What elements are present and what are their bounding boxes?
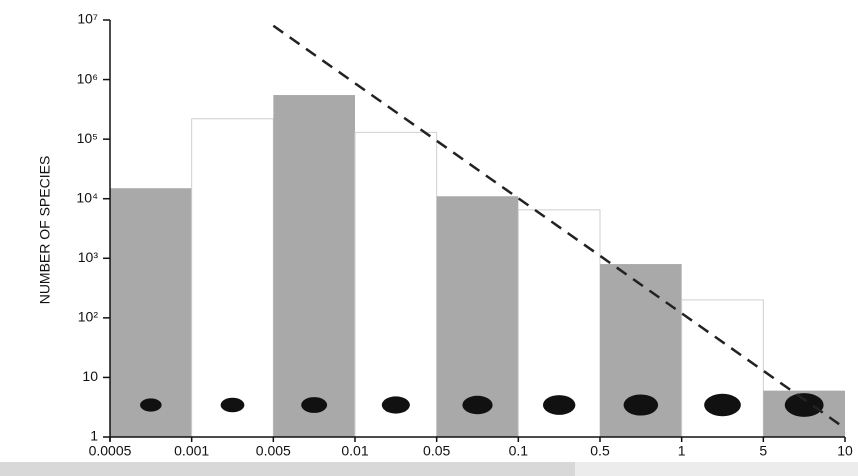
bar bbox=[682, 300, 764, 437]
y-tick-label: 10⁶ bbox=[77, 70, 98, 86]
x-tick-label: 0.05 bbox=[423, 443, 450, 459]
footer-strip bbox=[0, 462, 575, 476]
x-tick-label: 0.005 bbox=[256, 443, 291, 459]
y-tick-label: 10⁴ bbox=[76, 189, 98, 205]
footer-strip bbox=[575, 462, 858, 476]
x-tick-label: 0.1 bbox=[509, 443, 529, 459]
animal-icon bbox=[140, 398, 162, 411]
x-tick-label: 0.01 bbox=[341, 443, 368, 459]
page: NUMBER OF SPECIES 1 10 10² 10³ 10⁴ 10⁵ 10⁶ 10⁷ 0… bbox=[0, 0, 858, 476]
animal-icon bbox=[301, 397, 327, 413]
animal-icon bbox=[543, 395, 575, 415]
y-tick-label: 10³ bbox=[78, 249, 99, 265]
bar bbox=[192, 119, 274, 437]
animal-icon bbox=[704, 394, 741, 416]
y-tick-label: 10⁵ bbox=[77, 130, 98, 146]
y-tick-label: 10 bbox=[82, 368, 98, 384]
bar bbox=[355, 132, 437, 437]
x-tick-label: 0.0005 bbox=[89, 443, 132, 459]
x-tick-label: 1 bbox=[678, 443, 686, 459]
y-tick-label: 10² bbox=[78, 309, 99, 325]
bar bbox=[273, 95, 355, 437]
y-axis-label: NUMBER OF SPECIES bbox=[37, 156, 53, 305]
chart: NUMBER OF SPECIES 1 10 10² 10³ 10⁴ 10⁵ 10⁶ 10⁷ 0… bbox=[0, 0, 858, 476]
y-tick-label: 10⁷ bbox=[77, 11, 98, 27]
animal-icon bbox=[382, 396, 410, 413]
animal-icon bbox=[221, 398, 245, 413]
x-tick-label: 0.5 bbox=[590, 443, 610, 459]
animal-icon bbox=[785, 393, 824, 417]
animal-icon bbox=[462, 396, 492, 414]
x-tick-label: 10 bbox=[837, 443, 853, 459]
x-tick-label: 5 bbox=[759, 443, 767, 459]
x-tick-label: 0.001 bbox=[174, 443, 209, 459]
animal-icon bbox=[624, 394, 659, 415]
y-tick-label: 1 bbox=[90, 428, 98, 444]
